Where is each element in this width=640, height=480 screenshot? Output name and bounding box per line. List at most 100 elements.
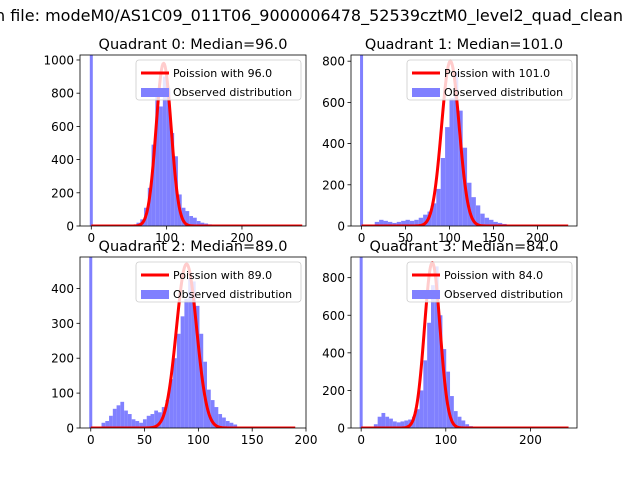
hist-bar: [480, 213, 485, 226]
hist-bar-zero: [89, 55, 93, 226]
hist-bar: [193, 217, 197, 226]
subplot-title: Quadrant 3: Median=84.0: [370, 239, 559, 255]
hist-bar: [154, 410, 159, 428]
hist-bar: [400, 421, 405, 428]
hist-bar: [173, 358, 177, 428]
hist-bar: [139, 422, 143, 428]
hist-bar: [484, 217, 490, 226]
legend-entry-poisson: Poission with 96.0: [173, 67, 272, 80]
x-tick-label: 50: [398, 231, 413, 245]
x-tick-label: 100: [155, 231, 178, 245]
hist-bar: [431, 203, 437, 226]
hist-bar: [170, 133, 175, 226]
hist-bar: [453, 71, 459, 226]
hist-bar: [222, 417, 226, 428]
y-tick-label: 200: [51, 186, 74, 200]
y-tick-label: 0: [66, 422, 74, 436]
hist-bar: [162, 76, 167, 226]
legend: Poission with 84.0 Observed distribution: [406, 261, 573, 303]
y-tick-label: 400: [51, 282, 74, 296]
hist-bar: [214, 407, 219, 428]
hist-bar: [191, 281, 196, 428]
subplot-title: Quadrant 0: Median=96.0: [99, 37, 288, 53]
x-tick-label: 150: [482, 231, 505, 245]
hist-bar: [180, 316, 185, 428]
legend: Poission with 96.0 Observed distribution: [135, 59, 302, 101]
legend-frame: [406, 59, 573, 101]
y-tick-label: 800: [322, 55, 345, 69]
hist-bar: [392, 421, 397, 428]
x-tick-label: 50: [137, 433, 152, 447]
hist-bar: [233, 424, 238, 428]
hist-bar: [423, 360, 428, 428]
hist-bar: [427, 322, 431, 428]
legend: Poission with 101.0 Observed distribution: [406, 59, 573, 101]
y-tick-label: 300: [51, 317, 74, 331]
subplot-quadrant-1: 0 50 100 150 200 0 200 400 600 800 Quadrant 1: Med…: [322, 37, 578, 245]
hist-bar: [497, 222, 503, 226]
y-tick-label: 200: [322, 178, 345, 192]
hist-bar-zero: [359, 257, 363, 428]
legend-entry-observed: Observed distribution: [444, 288, 563, 301]
axes-frame: [79, 256, 307, 429]
legend-patch-icon: [141, 290, 169, 299]
hist-bar: [151, 144, 156, 226]
y-tick-label: 400: [322, 346, 345, 360]
hist-bar: [383, 220, 388, 226]
hist-bar: [450, 396, 454, 428]
hist-bar: [489, 219, 494, 226]
hist-bar: [218, 414, 223, 428]
hist-bar: [423, 214, 428, 226]
hist-bar: [438, 315, 443, 428]
y-tick-label: 800: [51, 87, 74, 101]
hist-bar: [434, 266, 439, 428]
legend-patch-icon: [412, 88, 440, 97]
hist-bar: [131, 419, 136, 428]
x-tick-label: 100: [438, 231, 461, 245]
hist-bar: [155, 96, 160, 226]
legend-frame: [135, 59, 302, 101]
axes-frame: [79, 54, 307, 227]
hist-bar: [374, 221, 380, 226]
plot-area: [360, 55, 570, 226]
hist-bar: [195, 305, 200, 428]
hist-bar: [147, 187, 152, 226]
legend: Poission with 89.0 Observed distribution: [135, 261, 302, 303]
hist-bar: [169, 379, 174, 428]
hist-bar: [471, 197, 476, 226]
hist-bar: [135, 421, 140, 428]
hist-bar: [405, 219, 410, 226]
hist-bar: [430, 285, 435, 428]
poisson-curve: [360, 59, 570, 226]
hist-bar: [184, 298, 189, 428]
legend-entry-poisson: Poission with 84.0: [444, 269, 543, 282]
hist-bar: [387, 221, 393, 226]
hist-bar: [401, 220, 406, 226]
y-tick-label: 1000: [43, 53, 74, 67]
hist-bar-zero: [89, 257, 93, 428]
hist-bar: [105, 421, 110, 428]
hist-bar: [189, 216, 193, 226]
y-tick-label: 0: [66, 220, 74, 234]
y-tick-label: 600: [51, 120, 74, 134]
legend-entry-observed: Observed distribution: [173, 288, 292, 301]
hist-bar: [449, 98, 454, 226]
hist-bar: [127, 414, 132, 428]
subplot-quadrant-3: 0 100 200 0 200 400 600 800 Quadrant 3: Median=8…: [322, 239, 578, 447]
y-tick-label: 600: [322, 96, 345, 110]
hist-bar: [457, 416, 462, 428]
hist-bar: [101, 422, 106, 428]
x-tick-label: 150: [241, 433, 264, 447]
hist-bar: [225, 421, 230, 428]
hist-bar: [411, 416, 416, 428]
hist-bar: [150, 414, 155, 428]
hist-bar: [419, 390, 424, 428]
hist-bar: [159, 106, 163, 226]
hist-bar: [210, 400, 215, 428]
y-tick-label: 0: [337, 220, 345, 234]
x-tick-label: 200: [231, 231, 254, 245]
subplot-quadrant-0: 0 100 200 0 200 400 600 800 1000 Quadrant 0: Medi…: [43, 37, 307, 245]
legend-entry-observed: Observed distribution: [173, 86, 292, 99]
hist-bar: [373, 424, 378, 428]
